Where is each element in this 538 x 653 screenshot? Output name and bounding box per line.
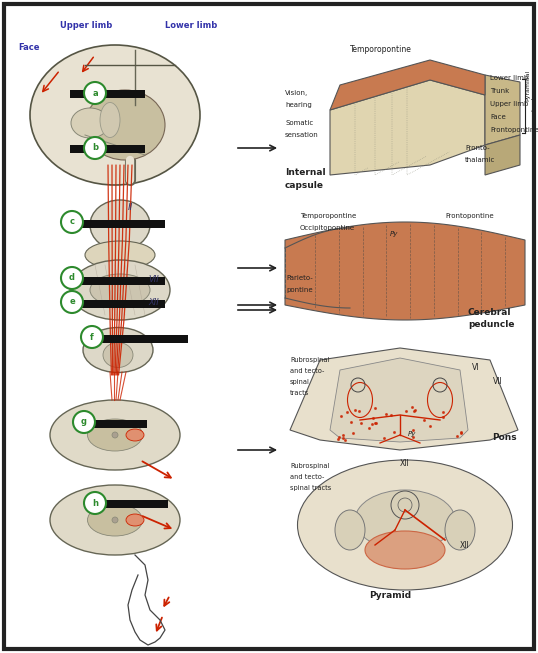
Text: II: II [128,203,133,212]
Ellipse shape [365,531,445,569]
Bar [88,335,188,343]
Circle shape [61,267,83,289]
Ellipse shape [335,510,365,550]
Ellipse shape [88,419,143,451]
Circle shape [81,326,103,348]
Text: Vision,: Vision, [285,90,308,96]
Ellipse shape [71,108,109,138]
Bar [70,145,145,153]
Text: Parieto-: Parieto- [286,275,313,281]
Text: Py: Py [390,231,398,237]
Text: Upper limb: Upper limb [60,21,112,30]
Text: hearing: hearing [285,102,312,108]
Text: b: b [92,144,98,153]
Polygon shape [330,60,485,110]
Text: Py: Py [408,431,416,437]
Polygon shape [330,80,485,175]
Text: Cerebral: Cerebral [468,308,512,317]
Ellipse shape [85,90,165,160]
Bar [70,90,145,98]
Text: Occipitopontine: Occipitopontine [300,225,355,231]
Ellipse shape [445,510,475,550]
Text: peduncle: peduncle [468,320,514,329]
Text: Fronto-: Fronto- [465,145,490,151]
Ellipse shape [112,517,118,523]
Text: Internal: Internal [285,168,325,177]
Polygon shape [485,75,520,145]
Ellipse shape [100,103,120,138]
Ellipse shape [85,241,155,269]
Text: g: g [81,417,87,426]
Text: Pyramid: Pyramid [369,591,411,600]
Text: Rubrospinal: Rubrospinal [290,463,329,469]
Text: XII: XII [400,459,410,468]
Text: Lower limb: Lower limb [165,21,217,30]
Circle shape [61,211,83,233]
Text: Somatic: Somatic [285,120,313,126]
Circle shape [61,291,83,313]
Text: Temporopontine: Temporopontine [300,213,356,219]
Text: d: d [69,274,75,283]
Ellipse shape [70,260,170,320]
Text: Frontopontine: Frontopontine [490,127,538,133]
Ellipse shape [298,460,513,590]
Text: Upper limb: Upper limb [490,101,528,107]
Bar [88,500,168,508]
Ellipse shape [355,490,455,550]
Text: Lower limb: Lower limb [490,75,528,81]
Ellipse shape [30,45,200,185]
Circle shape [84,82,106,104]
Text: f: f [90,332,94,342]
Ellipse shape [90,200,150,250]
Text: and tecto-: and tecto- [290,474,324,480]
Polygon shape [330,358,468,442]
Bar [82,420,147,428]
Text: capsule: capsule [285,181,324,190]
Text: Pons: Pons [492,433,516,442]
Ellipse shape [83,328,153,372]
Text: spinal tracts: spinal tracts [290,485,331,491]
Ellipse shape [88,504,143,536]
Text: Temporopontine: Temporopontine [350,45,412,54]
Text: spinal: spinal [290,379,310,385]
Polygon shape [285,222,525,320]
Text: Face: Face [18,43,39,52]
Polygon shape [290,348,518,450]
Text: VI: VI [472,363,479,372]
Text: Rubrospinal: Rubrospinal [290,357,329,363]
Bar [70,300,165,308]
Text: Pyramidal: Pyramidal [526,70,530,101]
Text: e: e [69,298,75,306]
Text: c: c [69,217,74,227]
Ellipse shape [90,274,150,306]
Text: a: a [92,89,98,97]
Ellipse shape [126,514,144,526]
Circle shape [73,411,95,433]
Ellipse shape [112,432,118,438]
Text: h: h [92,498,98,507]
Text: and tecto-: and tecto- [290,368,324,374]
Text: Trunk: Trunk [490,88,509,94]
Polygon shape [485,135,520,175]
Ellipse shape [126,429,144,441]
Text: pontine: pontine [286,287,313,293]
Text: VII: VII [148,275,159,284]
Circle shape [84,137,106,159]
Ellipse shape [103,343,133,368]
Ellipse shape [50,485,180,555]
Text: XII: XII [148,298,159,307]
Bar [70,220,165,228]
Ellipse shape [50,400,180,470]
Text: Face: Face [490,114,506,120]
Text: XII: XII [460,541,470,550]
Text: thalamic: thalamic [465,157,495,163]
Circle shape [84,492,106,514]
Text: tract: tract [532,96,536,111]
Bar [70,277,165,285]
Text: sensation: sensation [285,132,318,138]
Text: Frontopontine: Frontopontine [445,213,494,219]
Text: VII: VII [493,377,502,386]
Text: tracts: tracts [290,390,309,396]
